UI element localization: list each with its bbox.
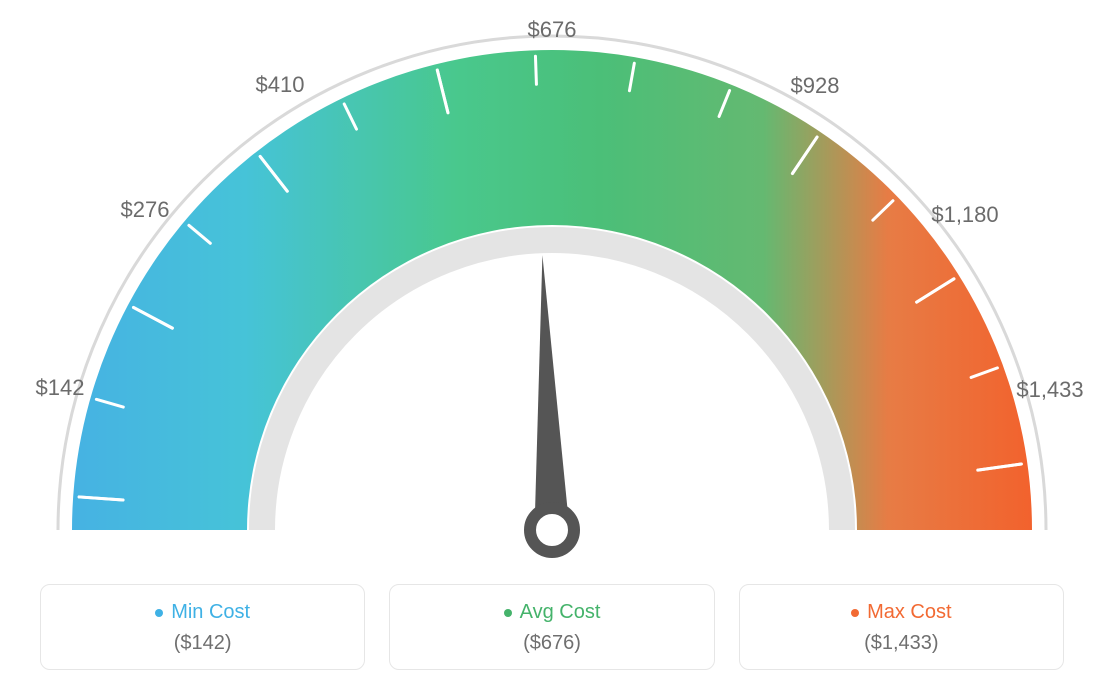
legend-title-avg: Avg Cost xyxy=(520,601,601,624)
legend-value-max: ($1,433) xyxy=(750,632,1053,655)
legend-value-avg: ($676) xyxy=(400,632,703,655)
legend-card-min: Min Cost ($142) xyxy=(40,584,365,670)
gauge-tick-label: $1,433 xyxy=(1016,377,1083,403)
gauge-tick-label: $676 xyxy=(528,17,577,43)
gauge-tick-label: $928 xyxy=(791,73,840,99)
legend-title-max: Max Cost xyxy=(867,601,951,624)
legend-card-max: Max Cost ($1,433) xyxy=(739,584,1064,670)
dot-icon xyxy=(155,609,163,617)
dot-icon xyxy=(504,609,512,617)
dot-icon xyxy=(851,609,859,617)
gauge-tick-label: $1,180 xyxy=(931,202,998,228)
legend-value-min: ($142) xyxy=(51,632,354,655)
legend-row: Min Cost ($142) Avg Cost ($676) Max Cost… xyxy=(40,584,1064,670)
legend-card-avg: Avg Cost ($676) xyxy=(389,584,714,670)
gauge-tick-label: $276 xyxy=(121,197,170,223)
legend-title-min: Min Cost xyxy=(171,601,250,624)
cost-gauge: $142 $276 $410 $676 $928 $1,180 $1,433 xyxy=(0,0,1104,555)
gauge-tick-label: $410 xyxy=(256,72,305,98)
gauge-tick-label: $142 xyxy=(36,375,85,401)
